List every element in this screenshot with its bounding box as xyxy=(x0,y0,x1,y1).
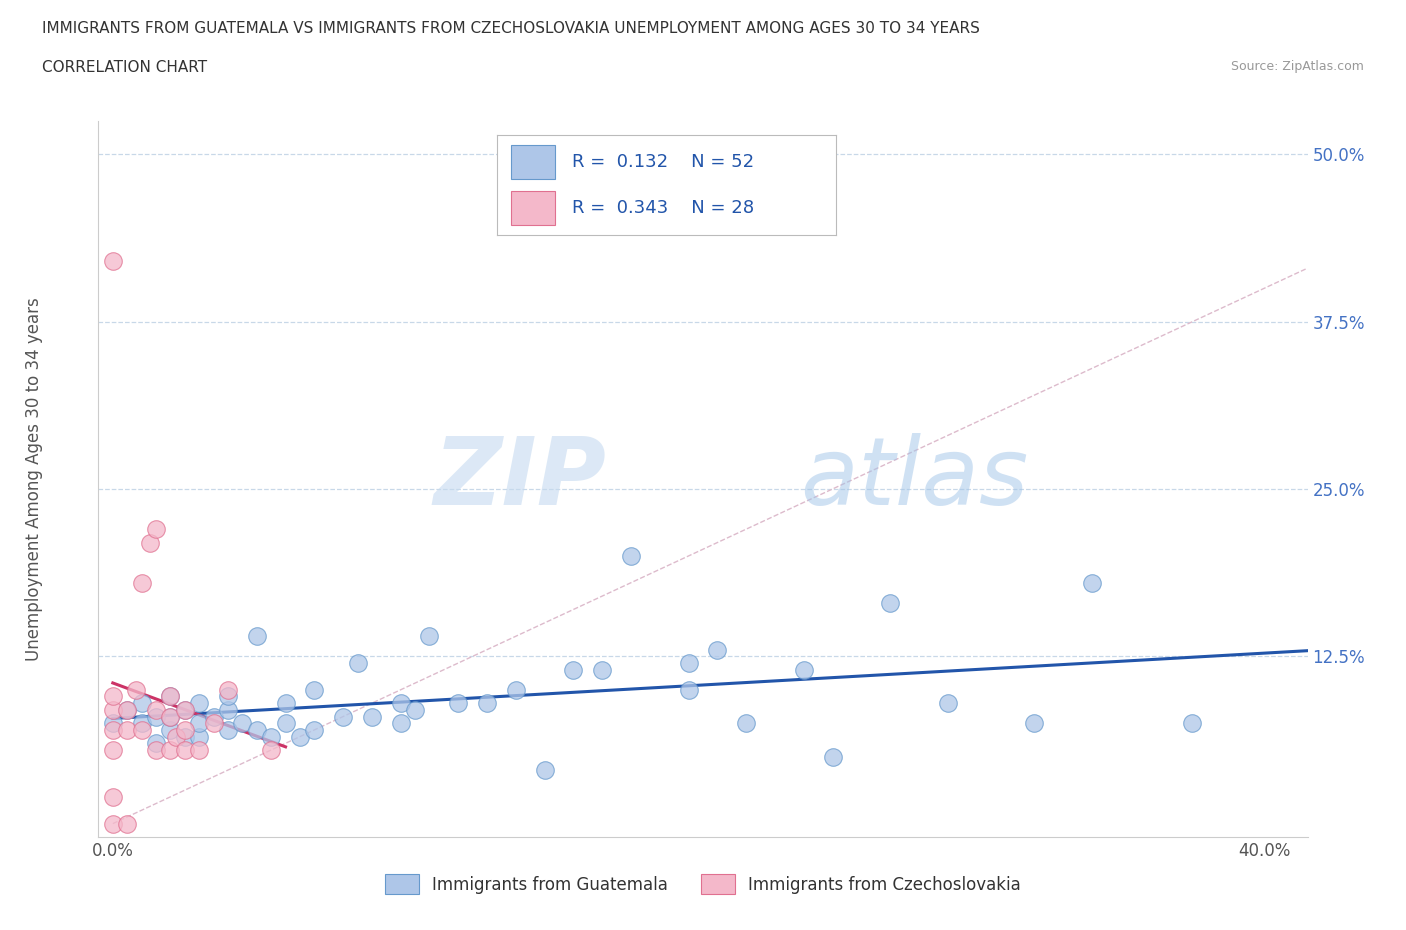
Point xyxy=(288,729,311,744)
Point xyxy=(346,656,368,671)
Point xyxy=(173,723,195,737)
Point xyxy=(217,723,239,737)
Point xyxy=(101,689,124,704)
Point xyxy=(145,736,167,751)
Text: IMMIGRANTS FROM GUATEMALA VS IMMIGRANTS FROM CZECHOSLOVAKIA UNEMPLOYMENT AMONG A: IMMIGRANTS FROM GUATEMALA VS IMMIGRANTS … xyxy=(42,21,980,36)
Point xyxy=(173,702,195,717)
Point xyxy=(274,716,297,731)
Point xyxy=(231,716,253,731)
Point xyxy=(131,716,153,731)
Point xyxy=(145,522,167,537)
Point xyxy=(475,696,498,711)
Point xyxy=(793,662,815,677)
Point xyxy=(115,702,138,717)
Point xyxy=(389,716,412,731)
Point xyxy=(145,742,167,757)
Point xyxy=(131,723,153,737)
Point xyxy=(115,723,138,737)
Point xyxy=(131,696,153,711)
Text: CORRELATION CHART: CORRELATION CHART xyxy=(42,60,207,75)
Point xyxy=(418,629,440,644)
Point xyxy=(159,742,181,757)
Point xyxy=(188,696,211,711)
Point xyxy=(101,790,124,804)
Point xyxy=(173,702,195,717)
Text: Source: ZipAtlas.com: Source: ZipAtlas.com xyxy=(1230,60,1364,73)
Point xyxy=(115,817,138,831)
Point xyxy=(246,629,269,644)
Point xyxy=(620,549,643,564)
Point xyxy=(159,689,181,704)
Point xyxy=(159,723,181,737)
Point xyxy=(131,576,153,591)
Point xyxy=(188,729,211,744)
Point xyxy=(304,683,326,698)
Point xyxy=(101,254,124,269)
Point xyxy=(260,729,283,744)
Point xyxy=(125,683,148,698)
Point xyxy=(145,702,167,717)
Point xyxy=(260,742,283,757)
Point xyxy=(173,729,195,744)
Point xyxy=(562,662,585,677)
Point xyxy=(101,702,124,717)
Point xyxy=(101,817,124,831)
Point xyxy=(1022,716,1045,731)
Point xyxy=(404,702,426,717)
Point xyxy=(217,689,239,704)
Point xyxy=(159,709,181,724)
Point xyxy=(879,595,901,610)
Point xyxy=(188,716,211,731)
Point xyxy=(1080,576,1102,591)
Point xyxy=(678,656,700,671)
Point xyxy=(159,709,181,724)
Point xyxy=(389,696,412,711)
Text: atlas: atlas xyxy=(800,433,1028,525)
Point xyxy=(361,709,384,724)
Point xyxy=(145,709,167,724)
Point xyxy=(447,696,470,711)
Point xyxy=(332,709,354,724)
Point xyxy=(678,683,700,698)
Point xyxy=(533,763,555,777)
Point xyxy=(165,729,187,744)
Text: ZIP: ZIP xyxy=(433,433,606,525)
Point xyxy=(735,716,758,731)
Point xyxy=(246,723,269,737)
Point xyxy=(173,742,195,757)
Point xyxy=(101,723,124,737)
Legend: Immigrants from Guatemala, Immigrants from Czechoslovakia: Immigrants from Guatemala, Immigrants fr… xyxy=(378,868,1028,900)
Point xyxy=(1181,716,1204,731)
Point xyxy=(821,750,844,764)
Point xyxy=(217,702,239,717)
Point xyxy=(115,702,138,717)
Point xyxy=(188,742,211,757)
Point xyxy=(274,696,297,711)
Point xyxy=(139,535,162,550)
Point xyxy=(304,723,326,737)
Point xyxy=(159,689,181,704)
Point xyxy=(101,742,124,757)
Point xyxy=(202,709,225,724)
Point xyxy=(202,716,225,731)
Point xyxy=(217,683,239,698)
Point xyxy=(936,696,959,711)
Point xyxy=(706,643,728,658)
Point xyxy=(505,683,527,698)
Y-axis label: Unemployment Among Ages 30 to 34 years: Unemployment Among Ages 30 to 34 years xyxy=(25,297,42,661)
Point xyxy=(591,662,613,677)
Point xyxy=(101,716,124,731)
